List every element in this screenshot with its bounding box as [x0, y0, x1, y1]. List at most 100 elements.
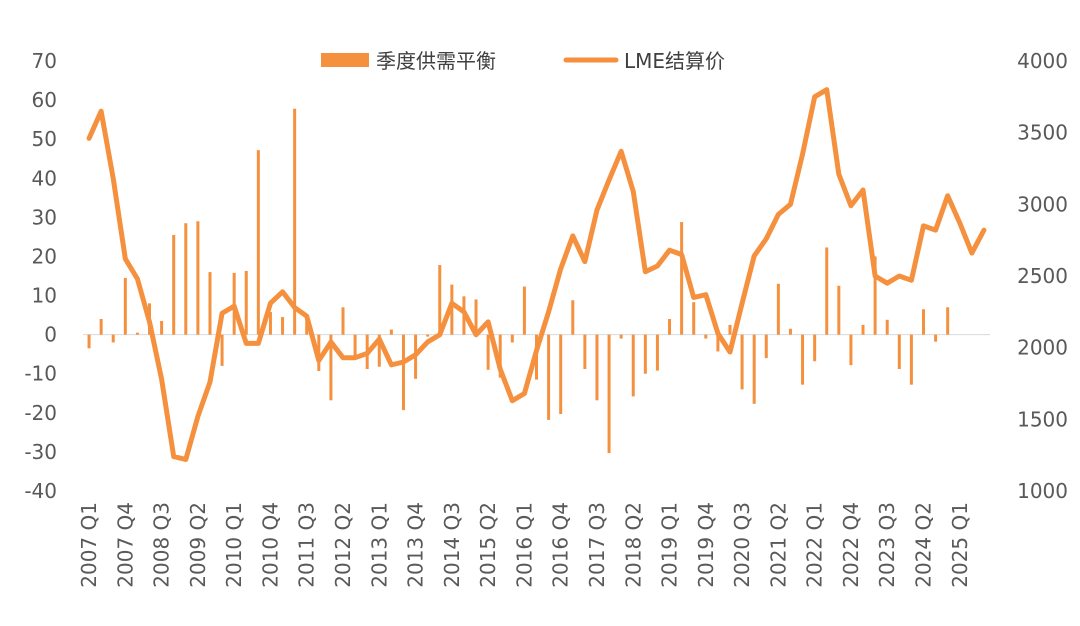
bar-2023 Q3 [885, 319, 889, 335]
bar-2019 Q3 [692, 302, 696, 335]
x-tick-label: 2007 Q1 [77, 502, 101, 588]
bar-2012 Q2 [341, 307, 345, 335]
x-tick-label: 2019 Q1 [658, 502, 682, 588]
x-tick-label: 2013 Q4 [404, 502, 428, 588]
right-tick-label: 3500 [1017, 121, 1068, 145]
bar-2019 Q2 [680, 222, 684, 335]
x-tick-label: 2021 Q2 [766, 502, 790, 588]
bar-2023 Q4 [897, 334, 901, 370]
bar-2007 Q1 [87, 334, 91, 349]
legend-bar-label: 季度供需平衡 [376, 49, 496, 73]
bar-2021 Q4 [801, 334, 805, 385]
bar-2018 Q2 [631, 334, 635, 397]
bar-2010 Q4 [268, 311, 272, 335]
bar-2020 Q4 [752, 334, 756, 404]
bar-2014 Q1 [426, 334, 430, 337]
bar-2010 Q3 [256, 150, 260, 335]
bar-2012 Q3 [353, 334, 357, 359]
left-tick-label: -30 [24, 440, 57, 464]
bar-2016 Q4 [559, 334, 563, 414]
bar-2017 Q1 [571, 300, 575, 335]
bar-2017 Q2 [583, 334, 587, 370]
bar-series [87, 108, 950, 454]
x-tick-label: 2011 Q3 [295, 502, 319, 588]
x-tick-label: 2016 Q1 [512, 502, 536, 588]
bar-2022 Q3 [837, 285, 841, 335]
x-tick-label: 2017 Q3 [585, 502, 609, 588]
price-line [86, 87, 987, 462]
bar-2017 Q3 [595, 334, 599, 401]
bar-2022 Q4 [849, 334, 853, 366]
x-tick-label: 2018 Q2 [621, 502, 645, 588]
bar-2012 Q1 [329, 334, 333, 401]
bar-2013 Q1 [377, 334, 381, 367]
left-tick-label: 50 [32, 127, 57, 151]
bar-2016 Q1 [522, 286, 526, 335]
bar-2018 Q4 [655, 334, 659, 371]
left-tick-label: -10 [24, 362, 57, 386]
x-tick-label: 2010 Q1 [222, 502, 246, 588]
bar-2011 Q2 [293, 108, 297, 335]
x-tick-label: 2007 Q4 [113, 502, 137, 588]
bar-2021 Q1 [764, 334, 768, 359]
bar-2020 Q3 [740, 334, 744, 390]
line-series [86, 87, 987, 462]
x-tick-label: 2009 Q2 [186, 502, 210, 588]
bar-2007 Q3 [111, 334, 115, 343]
x-tick-label: 2025 Q1 [948, 502, 972, 588]
bar-2018 Q3 [643, 334, 647, 374]
left-y-axis: 70 60 50 40 30 20 10 0 -10 -20 -30 -40 [24, 49, 57, 503]
right-tick-label: 3000 [1017, 192, 1068, 216]
x-tick-label: 2022 Q1 [803, 502, 827, 588]
bar-2024 Q1 [909, 334, 913, 385]
bar-2009 Q3 [208, 272, 212, 335]
left-tick-label: 30 [32, 205, 57, 229]
x-tick-label: 2012 Q2 [331, 502, 355, 588]
bar-2009 Q4 [220, 334, 224, 366]
right-tick-label: 2500 [1017, 264, 1068, 288]
x-tick-label: 2010 Q4 [258, 502, 282, 588]
right-tick-label: 4000 [1017, 49, 1068, 73]
bar-2008 Q3 [160, 320, 164, 335]
bar-2009 Q1 [184, 223, 188, 335]
right-y-axis: 4000 3500 3000 2500 2000 1500 1000 [1017, 49, 1068, 503]
x-tick-label: 2024 Q2 [911, 502, 935, 588]
bar-2015 Q1 [474, 299, 478, 335]
x-tick-label: 2016 Q4 [549, 502, 573, 588]
bar-2011 Q1 [281, 317, 285, 335]
bar-2019 Q4 [704, 334, 708, 339]
bar-2024 Q4 [946, 307, 950, 335]
bar-2024 Q3 [934, 334, 938, 342]
bar-2021 Q2 [776, 283, 780, 335]
x-tick-label: 2023 Q3 [875, 502, 899, 588]
x-tick-label: 2015 Q2 [476, 502, 500, 588]
bar-2017 Q4 [607, 334, 611, 454]
bar-2013 Q3 [401, 334, 405, 411]
bar-2020 Q2 [728, 324, 732, 335]
left-tick-label: -40 [24, 479, 57, 503]
bar-2010 Q2 [244, 270, 248, 335]
bar-2014 Q2 [438, 265, 442, 335]
x-axis: 2007 Q1 2007 Q4 2008 Q3 2009 Q2 2010 Q1 2010 … [77, 502, 972, 588]
bar-2015 Q3 [498, 334, 502, 378]
bar-2007 Q2 [99, 319, 103, 335]
left-tick-label: -20 [24, 401, 57, 425]
bar-2016 Q3 [547, 334, 551, 420]
bar-2019 Q1 [668, 319, 672, 335]
right-tick-label: 1000 [1017, 479, 1068, 503]
bar-2024 Q2 [921, 309, 925, 335]
left-tick-label: 20 [32, 244, 57, 268]
bar-2007 Q4 [123, 277, 127, 335]
left-tick-label: 60 [32, 88, 57, 112]
bar-2015 Q4 [510, 334, 514, 343]
bar-2022 Q2 [825, 247, 829, 335]
x-tick-label: 2013 Q1 [367, 502, 391, 588]
bar-2013 Q2 [389, 329, 393, 335]
bar-2022 Q1 [813, 334, 817, 362]
right-tick-label: 2000 [1017, 336, 1068, 360]
left-tick-label: 10 [32, 284, 57, 308]
legend-line-label: LME结算价 [624, 49, 725, 73]
bar-2018 Q1 [619, 334, 623, 339]
x-tick-label: 2008 Q3 [150, 502, 174, 588]
